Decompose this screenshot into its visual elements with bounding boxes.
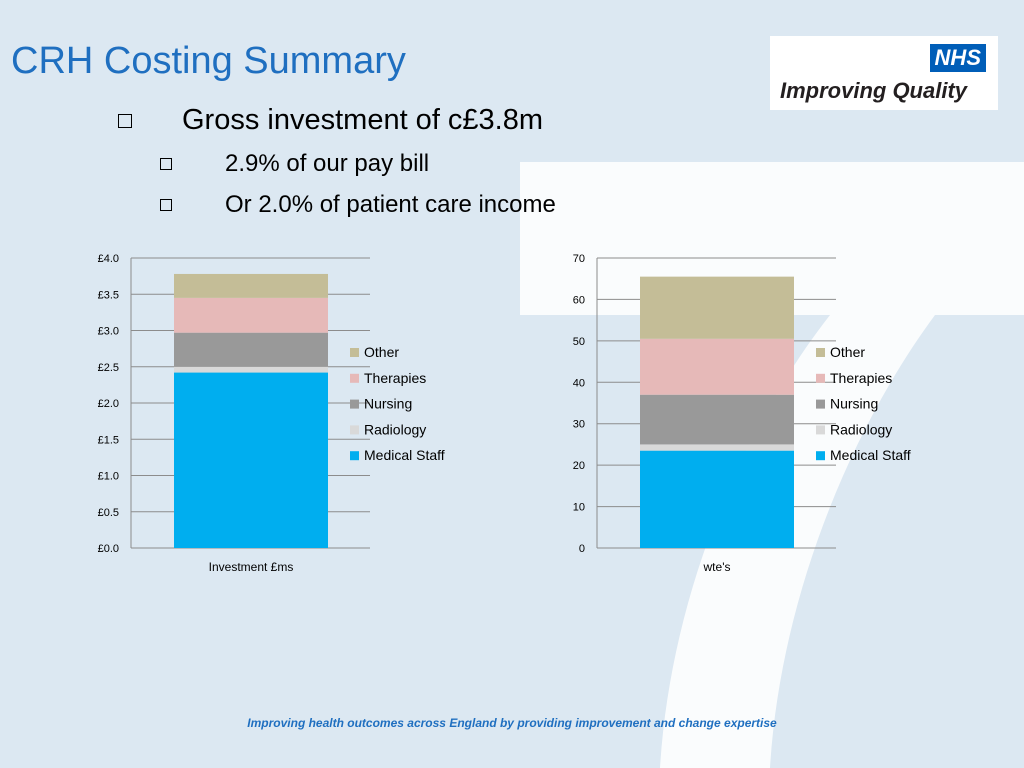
y-tick-label: 70 (573, 253, 585, 265)
y-tick-label: £2.5 (98, 362, 119, 374)
legend-label: Radiology (364, 421, 426, 437)
wte-chart: 0 10 20 30 40 50 60 70 wte's Other Therapies Nursin… (573, 253, 911, 574)
legend-swatch-radiology (816, 425, 825, 435)
y-tick-label: 30 (573, 419, 585, 431)
bar-segment-nursing (174, 332, 328, 367)
bar-segment-radiology (640, 444, 794, 451)
nhs-badge: NHS (929, 44, 986, 72)
legend-label: Radiology (830, 421, 892, 437)
y-tick-label: £1.5 (98, 434, 119, 446)
checkbox-bullet-icon (160, 158, 172, 170)
x-category-label: wte's (703, 560, 731, 574)
bar-segment-other (640, 276, 794, 339)
bar-segment-therapies (640, 338, 794, 395)
y-tick-label: 50 (573, 336, 585, 348)
y-tick-label: 40 (573, 377, 585, 389)
y-tick-label: £3.0 (98, 326, 119, 338)
legend-label: Nursing (830, 396, 878, 412)
legend-label: Nursing (364, 396, 412, 412)
legend-swatch-therapies (350, 373, 359, 383)
legend-swatch-radiology (350, 425, 359, 435)
bullet-patient-care-income: Or 2.0% of patient care income (160, 191, 556, 219)
bullet-pay-bill: 2.9% of our pay bill (160, 150, 429, 178)
y-tick-label: 20 (573, 460, 585, 472)
x-category-label: Investment £ms (209, 560, 294, 574)
bar-segment-other (174, 273, 328, 298)
y-tick-label: 60 (573, 294, 585, 306)
legend-label: Other (830, 344, 865, 360)
bar-segment-medical-staff (174, 372, 328, 548)
bar-segment-medical-staff (640, 450, 794, 548)
bar-segment-nursing (640, 394, 794, 445)
checkbox-bullet-icon (160, 199, 172, 211)
legend-swatch-other (816, 348, 825, 357)
bar-segment-therapies (174, 297, 328, 333)
y-tick-label: 0 (579, 543, 585, 555)
bullet-text: Or 2.0% of patient care income (225, 191, 556, 218)
nhs-logo: NHS Improving Quality (770, 36, 998, 110)
y-tick-label: £0.0 (98, 543, 119, 555)
bullet-text: 2.9% of our pay bill (225, 150, 430, 177)
legend-label: Therapies (364, 370, 426, 386)
legend-swatch-nursing (816, 399, 825, 409)
legend-swatch-medical-staff (350, 451, 359, 461)
y-tick-label: £2.0 (98, 398, 119, 410)
bullet-gross-investment: Gross investment of c£3.8m (118, 104, 543, 137)
legend-label: Therapies (830, 370, 892, 386)
y-tick-label: £4.0 (98, 253, 119, 265)
legend-swatch-other (350, 348, 359, 357)
y-tick-label: £1.0 (98, 471, 119, 483)
y-tick-label: 10 (573, 502, 585, 514)
bullet-text: Gross investment of c£3.8m (182, 104, 544, 136)
legend-label: Medical Staff (830, 447, 911, 463)
legend-label: Other (364, 344, 399, 360)
footer-tagline: Improving health outcomes across England… (247, 716, 777, 730)
y-tick-label: £3.5 (98, 289, 119, 301)
page-title: CRH Costing Summary (11, 40, 406, 82)
logo-text: Improving Quality (780, 78, 968, 103)
legend-swatch-medical-staff (816, 451, 825, 461)
legend-swatch-nursing (350, 399, 359, 409)
bar-segment-radiology (174, 366, 328, 373)
checkbox-bullet-icon (118, 113, 132, 128)
y-tick-label: £0.5 (98, 507, 119, 519)
investment-chart: £0.0 £0.5 £1.0 £1.5 £2.0 £2.5 £3.0 £3.5 £4.0 Inve… (98, 253, 445, 574)
legend-swatch-therapies (816, 373, 825, 383)
legend-label: Medical Staff (364, 447, 445, 463)
